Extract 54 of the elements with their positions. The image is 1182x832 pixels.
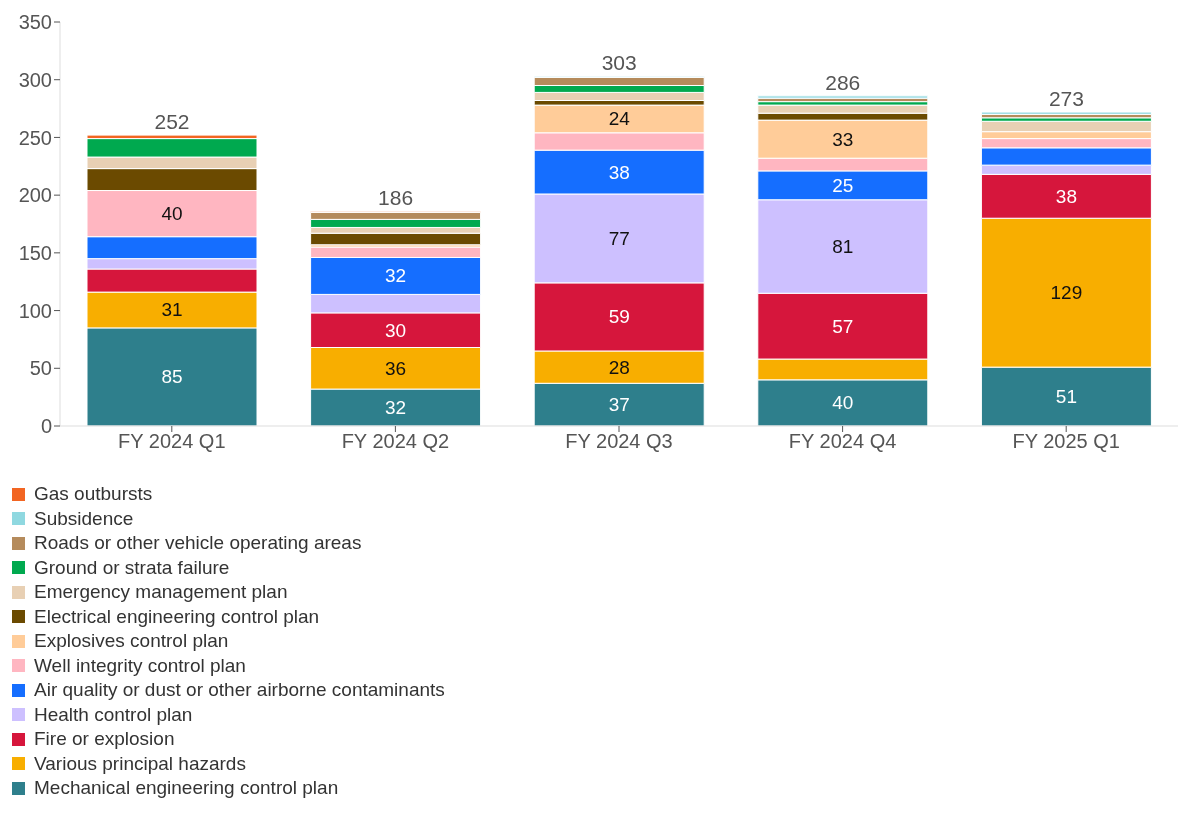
y-tick-label: 100 <box>18 299 52 322</box>
x-tick-label: FY 2024 Q4 <box>788 430 897 453</box>
bar <box>980 111 1152 115</box>
y-tick-label: 150 <box>18 241 52 264</box>
data-label: 57 <box>832 315 854 337</box>
data-label: 81 <box>832 236 854 258</box>
legend-label: Subsidence <box>34 507 134 530</box>
legend-label: Health control plan <box>34 703 193 726</box>
y-tick-label: 250 <box>18 126 52 149</box>
data-label: 40 <box>832 392 854 414</box>
legend-label: Electrical engineering control plan <box>34 605 320 628</box>
legend-label: Explosives control plan <box>34 630 229 653</box>
data-label: 24 <box>608 108 631 130</box>
data-label: 32 <box>385 397 407 419</box>
legend-label: Fire or explosion <box>34 728 175 751</box>
data-label: 37 <box>608 394 630 416</box>
data-label: 38 <box>1055 185 1077 207</box>
x-tick-label: FY 2024 Q3 <box>565 430 673 453</box>
y-tick-label: 350 <box>18 11 52 34</box>
legend-label: Gas outbursts <box>34 483 153 506</box>
total-label: 273 <box>1048 87 1084 111</box>
legend-label: Emergency management plan <box>34 581 288 604</box>
data-label: 38 <box>608 161 630 183</box>
data-label: 30 <box>385 319 407 341</box>
bar <box>757 95 929 99</box>
data-label: 129 <box>1050 282 1083 304</box>
y-tick-label: 0 <box>40 415 52 438</box>
legend-label: Roads or other vehicle operating areas <box>34 532 362 555</box>
legend-label: Various principal hazards <box>34 752 246 775</box>
data-label: 85 <box>161 366 183 388</box>
data-label: 31 <box>161 299 183 321</box>
total-label: 286 <box>825 70 861 94</box>
x-tick-label: FY 2025 Q1 <box>1012 430 1120 453</box>
data-label: 51 <box>1055 386 1077 408</box>
total-label: 186 <box>378 186 414 210</box>
x-tick-label: FY 2024 Q2 <box>341 430 450 453</box>
x-tick-label: FY 2024 Q1 <box>118 430 226 453</box>
total-label: 303 <box>601 51 637 75</box>
y-tick-label: 300 <box>18 68 52 91</box>
legend-label: Ground or strata failure <box>34 556 230 579</box>
data-label: 59 <box>608 306 630 328</box>
y-tick-label: 200 <box>18 184 52 207</box>
data-label: 40 <box>161 203 183 225</box>
data-label: 33 <box>832 128 854 150</box>
legend-label: Well integrity control plan <box>34 654 246 677</box>
legend-label: Mechanical engineering control plan <box>34 777 339 800</box>
data-label: 36 <box>385 357 407 379</box>
data-label: 32 <box>385 265 407 287</box>
data-label: 28 <box>608 356 630 378</box>
total-label: 252 <box>154 110 190 134</box>
y-tick-label: 50 <box>29 357 52 380</box>
legend-label: Air quality or dust or other airborne contaminants <box>34 679 445 702</box>
data-label: 77 <box>608 227 630 249</box>
data-label: 25 <box>832 174 854 196</box>
